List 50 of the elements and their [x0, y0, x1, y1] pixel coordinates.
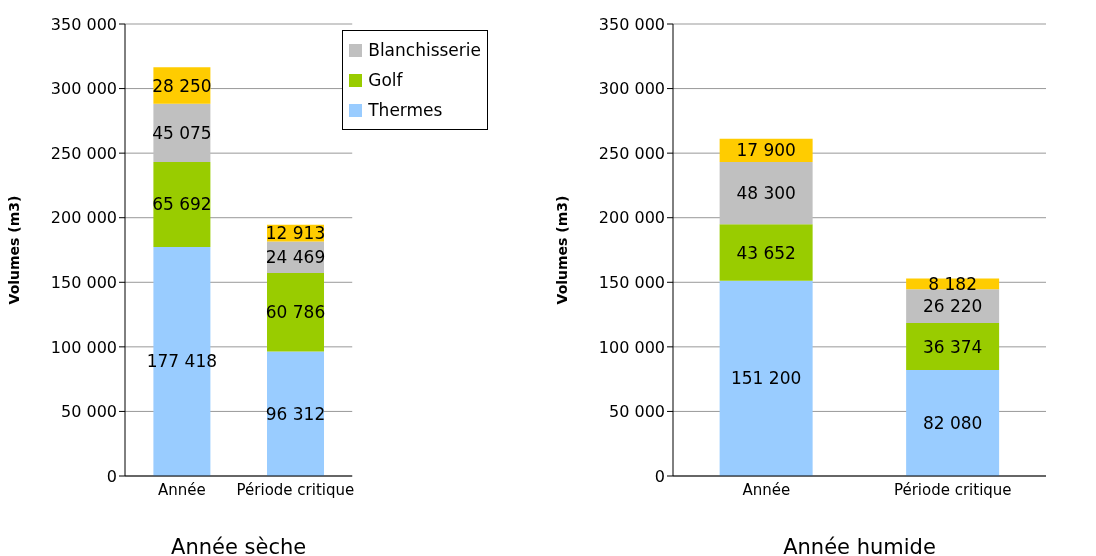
y-tick-label: 50 000 [61, 402, 117, 422]
x-tick-label: Année [157, 480, 206, 499]
y-tick-label: 300 000 [50, 79, 117, 99]
data-label: 151 200 [730, 368, 802, 389]
legend-label: Blanchisserie [368, 40, 481, 60]
bar [267, 273, 325, 352]
y-axis-title: Volumes (m3) [553, 195, 570, 305]
data-label: 96 312 [265, 403, 326, 424]
legend-label: Thermes [368, 100, 443, 120]
bar [267, 351, 325, 476]
bar [153, 162, 211, 247]
data-label: 45 075 [152, 122, 212, 143]
data-label: 82 080 [922, 413, 983, 433]
y-axis-title: Volumes (m3) [5, 195, 22, 305]
y-tick-label: 350 000 [50, 14, 117, 34]
x-tick-label: Année [742, 480, 791, 499]
bar [906, 323, 1000, 370]
y-tick-label: 250 000 [598, 143, 665, 163]
y-tick-label: 150 000 [598, 272, 665, 292]
bar [719, 280, 813, 476]
legend-label: Golf [368, 70, 403, 90]
data-label: 24 469 [265, 247, 326, 268]
bar [906, 370, 1000, 476]
y-tick-label: 150 000 [50, 272, 117, 292]
x-axis-title: Année humide [783, 535, 936, 556]
y-tick-label: 250 000 [50, 143, 117, 163]
data-label: 12 913 [265, 223, 326, 244]
y-tick-label: 100 000 [50, 337, 117, 357]
y-tick-label: 0 [106, 466, 117, 486]
x-axis-title: Année sèche [171, 535, 307, 556]
data-label: 48 300 [736, 183, 796, 204]
data-label: 36 374 [922, 336, 983, 357]
y-tick-label: 0 [654, 466, 665, 486]
data-label: 65 692 [152, 194, 212, 215]
y-tick-label: 200 000 [50, 208, 117, 228]
y-tick-label: 200 000 [598, 208, 665, 228]
x-tick-label: Période critique [236, 480, 355, 499]
data-label: 177 418 [146, 351, 218, 372]
y-tick-label: 100 000 [598, 337, 665, 357]
data-label: 43 652 [736, 242, 796, 263]
bar [719, 161, 813, 225]
y-tick-label: 50 000 [609, 402, 665, 422]
data-label: 8 182 [928, 273, 977, 294]
x-tick-label: Période critique [893, 480, 1012, 499]
y-tick-label: 350 000 [598, 14, 665, 34]
data-label: 17 900 [736, 140, 796, 161]
data-label: 26 220 [922, 296, 983, 317]
bar [719, 224, 813, 281]
data-label: 28 250 [152, 75, 212, 96]
y-tick-label: 300 000 [598, 79, 665, 99]
